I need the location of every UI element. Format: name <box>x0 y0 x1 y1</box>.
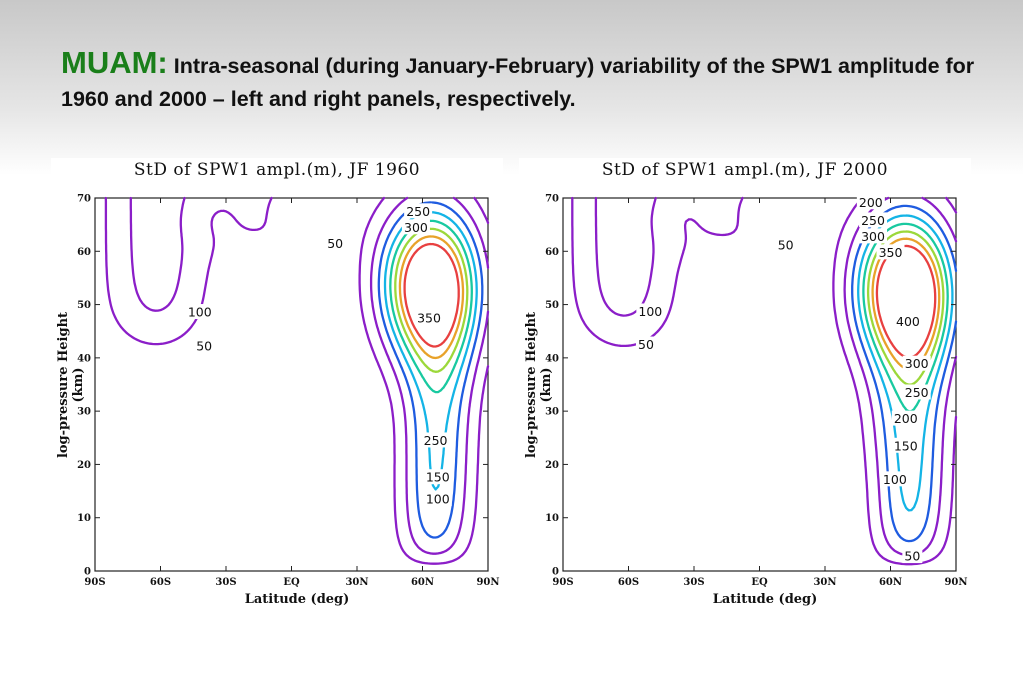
y-tick-label: 10 <box>545 513 559 524</box>
x-axis-label: Latitude (deg) <box>244 592 350 607</box>
contour-label: 300 <box>404 220 428 235</box>
contour-level-50 <box>104 196 490 565</box>
contour-label-bg <box>401 219 430 235</box>
x-tick-label: EQ <box>283 577 300 588</box>
contour-label: 50 <box>196 339 212 354</box>
contour-plot-right: 5010050200250300350400300250200150100509… <box>545 194 967 589</box>
contour-label-bg <box>185 304 214 320</box>
contour-label-bg <box>423 491 452 507</box>
y-tick-label: 50 <box>545 300 559 311</box>
contour-label-bg <box>423 469 452 485</box>
x-tick-label: 60S <box>618 577 639 588</box>
y-tick-label: 30 <box>545 407 559 418</box>
y-tick-label: 70 <box>77 194 91 205</box>
contour-label: 100 <box>638 304 662 319</box>
contour-label: 100 <box>188 305 212 320</box>
contour-label: 300 <box>905 356 929 371</box>
y-tick-label: 10 <box>77 513 91 524</box>
contour-label-bg <box>636 303 665 319</box>
contour-label: 100 <box>883 472 907 487</box>
contour-label-bg <box>859 212 888 228</box>
contour-label: 350 <box>417 310 441 325</box>
x-tick-label: 90S <box>84 577 105 588</box>
x-tick-label: 60N <box>411 577 434 588</box>
y-tick-label: 0 <box>552 567 559 578</box>
x-tick-label: 30S <box>215 577 236 588</box>
contour-label-bg <box>902 384 931 400</box>
contour-label-bg <box>902 548 923 564</box>
contour-label-bg <box>880 471 909 487</box>
contour-label-bg <box>859 228 888 244</box>
contour-label: 100 <box>426 492 450 507</box>
contour-label: 200 <box>859 195 883 210</box>
contour-level-150 <box>851 204 958 543</box>
contour-label-bg <box>415 309 444 325</box>
contour-level-100 <box>129 196 490 555</box>
contour-label-bg <box>876 244 905 260</box>
contour-label: 50 <box>904 549 920 564</box>
x-tick-label: 30N <box>345 577 368 588</box>
contour-label-bg <box>891 437 920 453</box>
contour-level-350 <box>398 235 465 360</box>
contour-label: 250 <box>905 385 929 400</box>
contour-label: 250 <box>406 204 430 219</box>
y-tick-label: 40 <box>545 353 559 364</box>
y-axis-label: log-pressure Height (km) <box>524 311 554 459</box>
x-tick-label: EQ <box>751 577 768 588</box>
x-tick-label: 90S <box>552 577 573 588</box>
contour-label-bg <box>421 432 450 448</box>
y-tick-label: 20 <box>545 460 559 471</box>
x-tick-label: 30N <box>813 577 836 588</box>
contour-label: 50 <box>327 236 343 251</box>
contour-label-bg <box>194 338 215 354</box>
y-tick-label: 40 <box>77 353 91 364</box>
chart-title: StD of SPW1 ampl.(m), JF 1960 <box>133 160 421 180</box>
y-tick-label: 0 <box>84 567 91 578</box>
contour-label: 150 <box>426 470 450 485</box>
y-tick-label: 30 <box>77 407 91 418</box>
contour-label: 50 <box>638 337 654 352</box>
contour-label-bg <box>775 236 796 252</box>
contour-label: 250 <box>861 213 885 228</box>
plot-frame <box>94 197 489 572</box>
contour-label: 200 <box>894 411 918 426</box>
contour-label-bg <box>893 313 922 329</box>
slide-title-text: Intra-seasonal (during January-February)… <box>61 54 975 111</box>
contour-level-150 <box>377 201 484 539</box>
y-tick-label: 60 <box>77 247 91 258</box>
contour-label: 400 <box>896 314 920 329</box>
contour-label-bg <box>891 410 920 426</box>
y-tick-label: 50 <box>77 300 91 311</box>
slide-title: MUAM: Intra-seasonal (during January-Feb… <box>61 46 991 116</box>
y-axis-label: log-pressure Height (km) <box>56 311 86 459</box>
contour-label-bg <box>404 203 433 219</box>
contour-label-bg <box>902 355 931 371</box>
x-tick-label: 60S <box>150 577 171 588</box>
y-tick-label: 20 <box>77 460 91 471</box>
x-tick-label: 90N <box>476 577 499 588</box>
contour-label: 300 <box>861 229 885 244</box>
contour-label-bg <box>635 336 656 352</box>
contour-level-300 <box>394 227 469 373</box>
x-tick-label: 60N <box>879 577 902 588</box>
contour-label: 250 <box>424 433 448 448</box>
x-axis-label: Latitude (deg) <box>712 592 818 607</box>
chart-panel-right: StD of SPW1 ampl.(m), JF 2000 50 100 50 200… <box>519 158 971 612</box>
contour-label: 50 <box>778 237 794 252</box>
y-tick-label: 70 <box>545 194 559 205</box>
contour-label-bg <box>856 194 885 210</box>
chart-panel-left: StD of SPW1 ampl.(m), JF 1960 50 100 50 250… <box>51 158 503 612</box>
contour-label: 350 <box>879 245 903 260</box>
x-tick-label: 90N <box>944 577 967 588</box>
chart-title: StD of SPW1 ampl.(m), JF 2000 <box>601 160 889 180</box>
contour-level-400 <box>403 242 460 348</box>
x-tick-label: 30S <box>683 577 704 588</box>
slide-title-lead: MUAM: <box>61 45 168 80</box>
contour-label: 150 <box>894 438 918 453</box>
y-tick-label: 60 <box>545 247 559 258</box>
contour-label-bg <box>325 235 346 251</box>
